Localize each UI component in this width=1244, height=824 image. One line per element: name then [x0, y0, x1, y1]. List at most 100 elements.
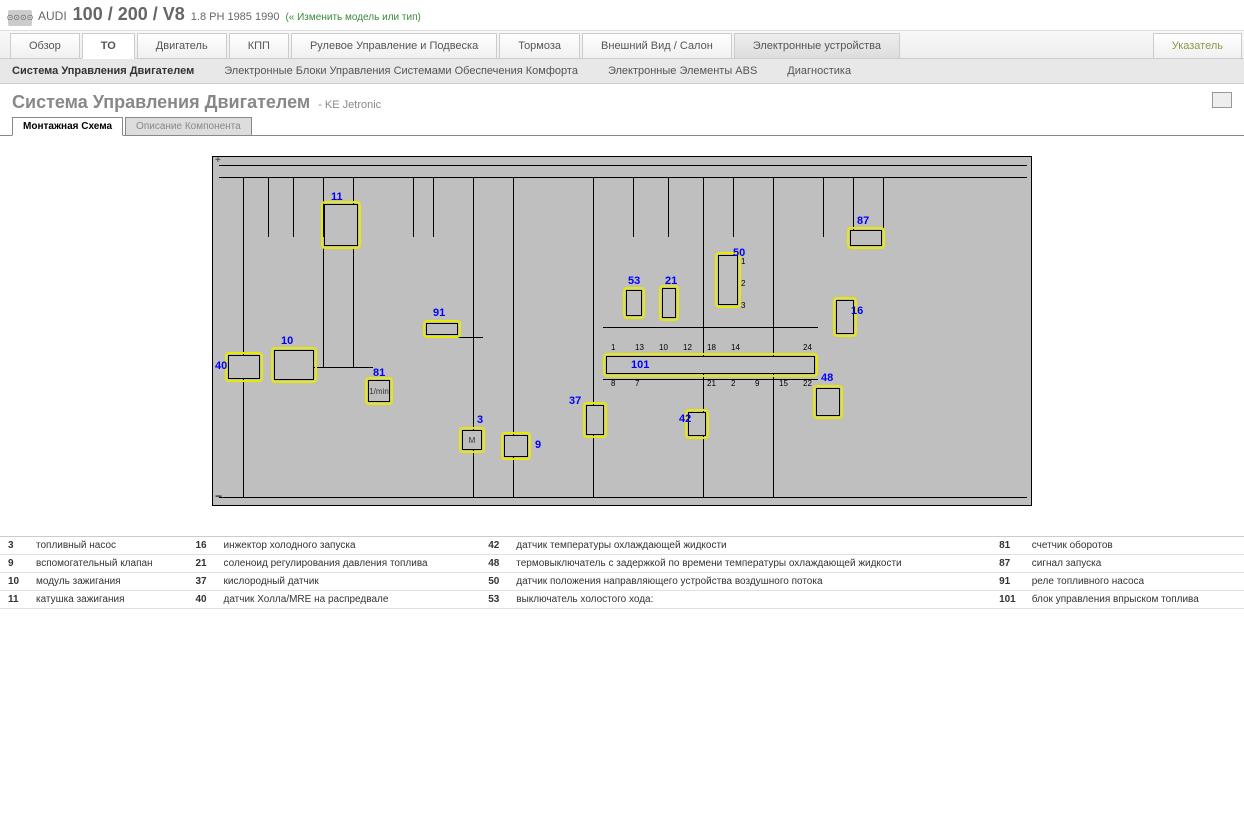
- legend-desc: счетчик оборотов: [1024, 537, 1244, 555]
- component-label-9: 9: [535, 439, 541, 451]
- legend-num: 40: [187, 590, 215, 608]
- component-label-3: 3: [477, 414, 483, 426]
- main-tabs: ОбзорТОДвигательКППРулевое Управление и …: [0, 31, 1244, 59]
- legend-num: 11: [0, 590, 28, 608]
- wire: [593, 177, 594, 497]
- main-tab-3[interactable]: КПП: [229, 33, 289, 58]
- variant-text: 1.8 PH 1985 1990: [191, 11, 280, 23]
- wire: [268, 177, 269, 237]
- ecu-pin-top-13: 13: [635, 343, 644, 352]
- legend-desc: модуль зажигания: [28, 572, 187, 590]
- main-tab-5[interactable]: Тормоза: [499, 33, 580, 58]
- sub-tab-0[interactable]: Система Управления Двигателем: [12, 65, 194, 77]
- main-tab-0[interactable]: Обзор: [10, 33, 80, 58]
- sub-tab-3[interactable]: Диагностика: [787, 65, 851, 77]
- component-body-10: [274, 350, 314, 380]
- minus-terminal: −: [215, 489, 222, 503]
- change-model-link[interactable]: (« Изменить модель или тип): [285, 12, 420, 23]
- legend-row: 9вспомогательный клапан21соленоид регули…: [0, 554, 1244, 572]
- page-title: Система Управления Двигателем: [12, 92, 310, 113]
- component-label-37: 37: [569, 395, 581, 407]
- legend-num: 37: [187, 572, 215, 590]
- ecu-pin-bot-9: 9: [755, 379, 759, 388]
- legend-num: 42: [480, 537, 508, 555]
- content-tabs: Монтажная СхемаОписание Компонента: [0, 117, 1244, 136]
- wire: [603, 327, 818, 328]
- pin-50-3: 3: [741, 301, 745, 310]
- content-tab-0[interactable]: Монтажная Схема: [12, 117, 123, 136]
- main-tab-8[interactable]: Указатель: [1153, 33, 1242, 58]
- legend-row: 11катушка зажигания40датчик Холла/MRE на…: [0, 590, 1244, 608]
- component-body-50: [718, 255, 738, 305]
- main-tab-1[interactable]: ТО: [82, 33, 135, 59]
- component-label-40: 40: [215, 360, 227, 372]
- component-label-48: 48: [821, 372, 833, 384]
- print-icon[interactable]: [1212, 92, 1232, 108]
- component-label-91: 91: [433, 307, 445, 319]
- component-body-48: [816, 388, 840, 416]
- wire: [633, 177, 634, 237]
- wire: [353, 247, 354, 367]
- legend-desc: вспомогательный клапан: [28, 554, 187, 572]
- page-subtitle: - KE Jetronic: [318, 99, 381, 111]
- legend-desc: датчик Холла/MRE на распредвале: [215, 590, 480, 608]
- legend-desc: выключатель холостого хода:: [508, 590, 991, 608]
- sub-tabs: Система Управления Двигателем Электронные…: [0, 59, 1244, 84]
- component-body-11: [324, 204, 358, 246]
- component-label-16: 16: [851, 305, 863, 317]
- component-label-53: 53: [628, 275, 640, 287]
- component-label-11: 11: [331, 191, 343, 203]
- component-body-3: M: [462, 430, 482, 450]
- wire: [773, 177, 774, 497]
- sub-tab-2[interactable]: Электронные Элементы ABS: [608, 65, 757, 77]
- main-tab-4[interactable]: Рулевое Управление и Подвеска: [291, 33, 497, 58]
- pin-50-2: 2: [741, 279, 745, 288]
- wire: [219, 165, 1027, 166]
- component-body-21: [662, 288, 676, 318]
- diagram-area: +−40101/min811191M3937532142501011131012…: [0, 136, 1244, 526]
- legend-desc: инжектор холодного запуска: [215, 537, 480, 555]
- wire: [243, 177, 244, 497]
- legend-desc: сигнал запуска: [1024, 554, 1244, 572]
- component-legend: 3топливный насос16инжектор холодного зап…: [0, 536, 1244, 609]
- wire: [733, 177, 734, 237]
- component-label-87: 87: [857, 215, 869, 227]
- main-tab-7[interactable]: Электронные устройства: [734, 33, 900, 58]
- ecu-pin-bot-15: 15: [779, 379, 788, 388]
- sub-tab-1[interactable]: Электронные Блоки Управления Системами О…: [224, 65, 578, 77]
- legend-desc: соленоид регулирования давления топлива: [215, 554, 480, 572]
- component-body-37: [586, 405, 604, 435]
- ecu-pin-top-24: 24: [803, 343, 812, 352]
- component-label-42: 42: [679, 413, 691, 425]
- legend-num: 9: [0, 554, 28, 572]
- legend-row: 3топливный насос16инжектор холодного зап…: [0, 537, 1244, 555]
- ecu-pin-top-1: 1: [611, 343, 615, 352]
- main-tab-6[interactable]: Внешний Вид / Салон: [582, 33, 732, 58]
- legend-num: 48: [480, 554, 508, 572]
- content-tab-1[interactable]: Описание Компонента: [125, 117, 252, 135]
- brand-text: AUDI: [38, 9, 67, 23]
- wire: [703, 177, 704, 497]
- legend-num: 53: [480, 590, 508, 608]
- wiring-diagram[interactable]: +−40101/min811191M3937532142501011131012…: [212, 156, 1032, 506]
- legend-table: 3топливный насос16инжектор холодного зап…: [0, 537, 1244, 609]
- wire: [473, 337, 474, 437]
- wire: [293, 177, 294, 237]
- legend-row: 10модуль зажигания37кислородный датчик50…: [0, 572, 1244, 590]
- page-title-row: Система Управления Двигателем - KE Jetro…: [0, 84, 1244, 117]
- legend-num: 101: [991, 590, 1024, 608]
- main-tab-2[interactable]: Двигатель: [137, 33, 227, 58]
- legend-num: 91: [991, 572, 1024, 590]
- ecu-pin-bot-7: 7: [635, 379, 639, 388]
- wire: [413, 177, 414, 237]
- pin-50-1: 1: [741, 257, 745, 266]
- component-body-91: [426, 323, 458, 335]
- wire: [668, 177, 669, 237]
- wire: [323, 247, 324, 367]
- component-body-87: [850, 230, 882, 246]
- component-body-40: [228, 355, 260, 379]
- component-body-81: 1/min: [368, 380, 390, 402]
- legend-desc: реле топливного насоса: [1024, 572, 1244, 590]
- legend-desc: датчик температуры охлаждающей жидкости: [508, 537, 991, 555]
- ecu-pin-top-10: 10: [659, 343, 668, 352]
